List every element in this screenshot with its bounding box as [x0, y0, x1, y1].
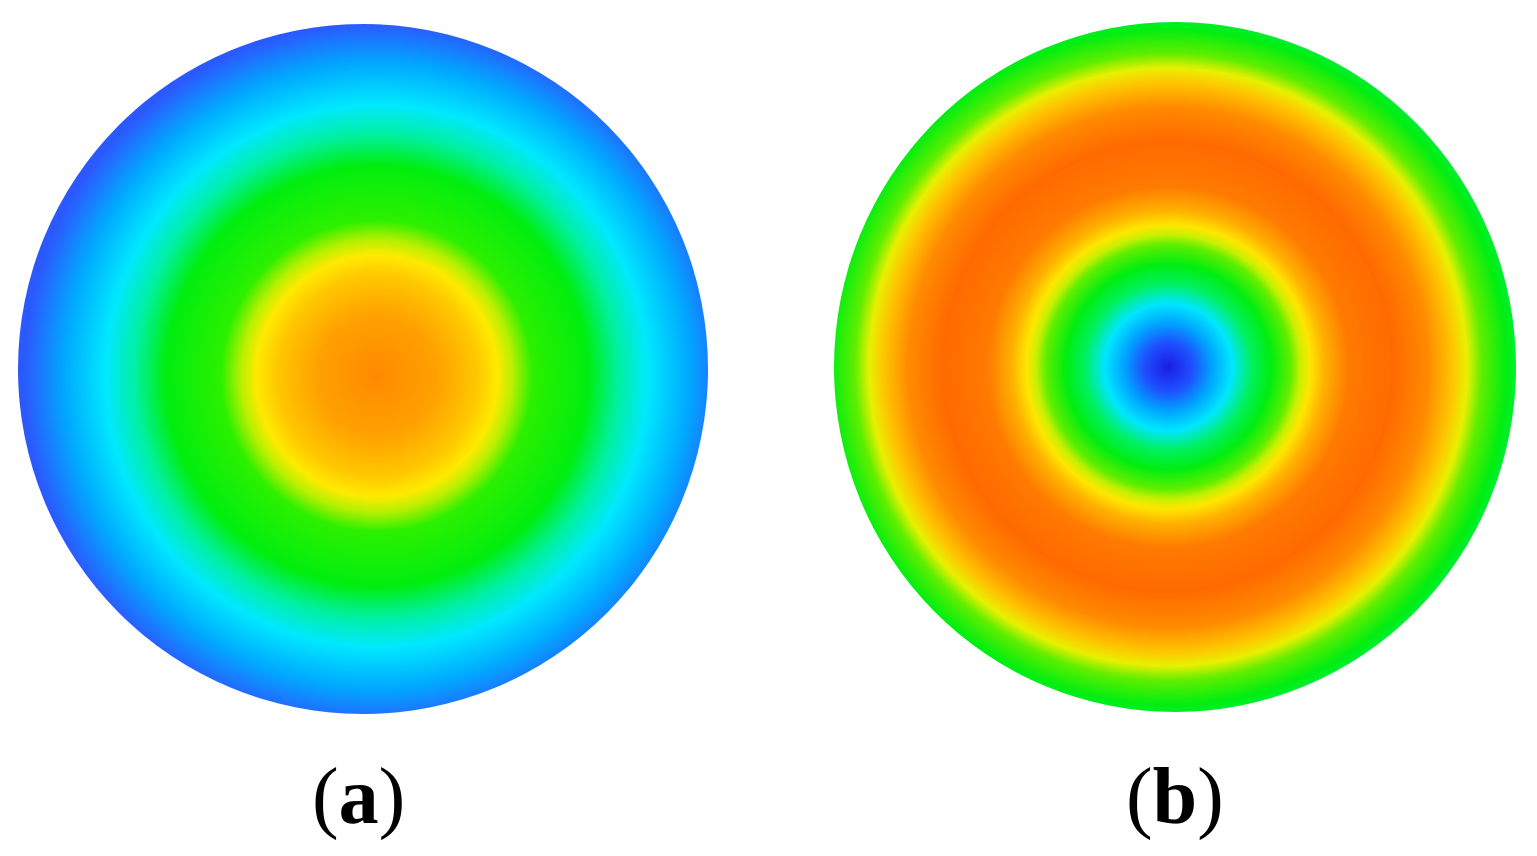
label-open-paren: (: [1126, 753, 1153, 841]
label-open-paren: (: [312, 753, 339, 841]
panel-label-a: (a): [312, 752, 405, 842]
label-letter: a: [338, 753, 379, 841]
panel-a: (a): [0, 0, 730, 856]
panel-b: (b): [800, 0, 1537, 856]
panel-label-b: (b): [1126, 752, 1224, 842]
label-close-paren: ): [378, 753, 406, 841]
distribution-map-b: [834, 22, 1516, 712]
label-letter: b: [1152, 753, 1198, 841]
distribution-map-a: [18, 24, 708, 714]
label-close-paren: ): [1197, 753, 1224, 841]
